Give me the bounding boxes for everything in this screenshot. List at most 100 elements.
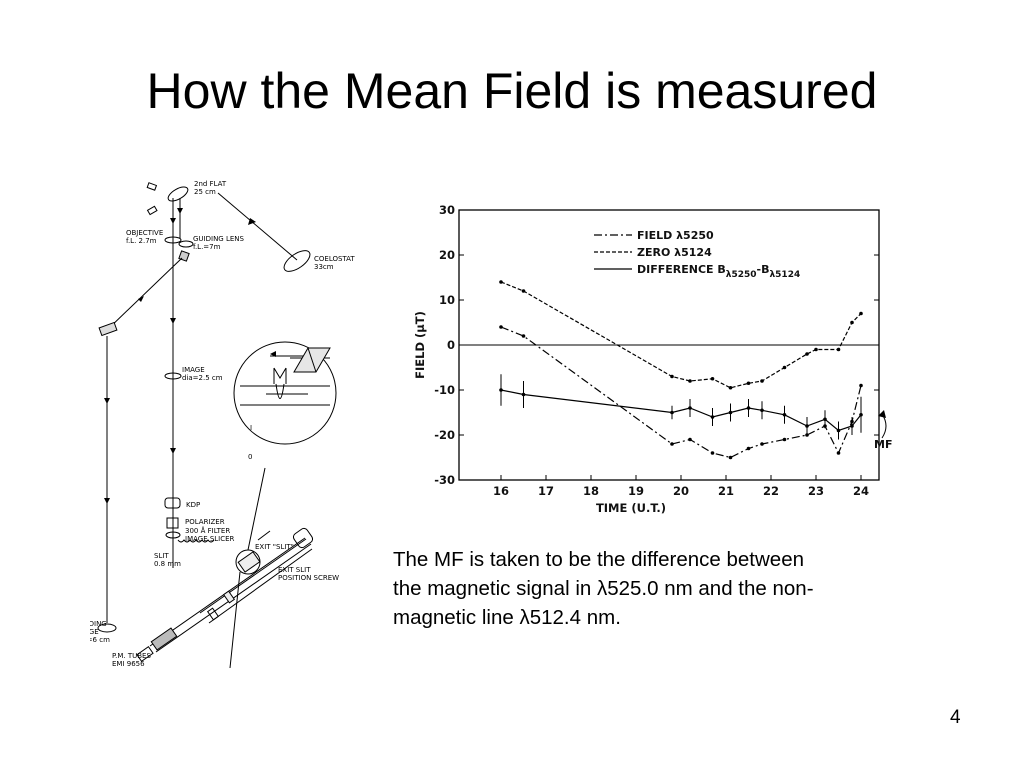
label-pm-tubes-model: EMI 9656	[112, 660, 145, 668]
x-tick-label: 24	[853, 484, 869, 498]
data-point	[760, 379, 764, 383]
data-point	[728, 455, 733, 460]
guiding-lens	[178, 240, 194, 248]
data-point	[499, 280, 503, 284]
legend-label-field: FIELD λ5250	[637, 229, 714, 242]
data-point	[670, 442, 674, 446]
data-point	[688, 379, 692, 383]
label-inset-0: 0	[248, 453, 252, 461]
data-point	[670, 374, 674, 379]
label-coelostat: COELOSTAT	[314, 255, 355, 263]
polarizer	[166, 517, 179, 529]
caption-line-2: the magnetic signal in λ525.0 nm and the…	[393, 577, 814, 600]
legend-label-difference: DIFFERENCE Bλ5250-Bλ5124	[637, 263, 800, 280]
x-tick-label: 22	[763, 484, 779, 498]
data-point	[782, 437, 787, 442]
data-point	[499, 325, 503, 329]
data-point	[859, 311, 863, 316]
page-number: 4	[950, 707, 961, 728]
second-flat-mirror	[167, 186, 189, 202]
label-2nd-flat: 2nd FLAT	[194, 180, 227, 188]
kdp-cell	[164, 497, 181, 509]
data-point	[688, 437, 692, 442]
label-coelostat-size: 33cm	[314, 263, 334, 271]
data-point	[710, 376, 715, 381]
legend-difference-sub1: λ5250	[726, 270, 757, 280]
data-point	[746, 446, 751, 451]
x-tick-label: 21	[718, 484, 734, 498]
data-point	[746, 381, 751, 386]
data-point	[836, 347, 841, 352]
y-tick-label: 10	[439, 293, 455, 307]
series-line-0	[500, 326, 862, 459]
data-point	[521, 334, 526, 338]
objective-lens	[164, 236, 182, 244]
legend-label-zero: ZERO λ5124	[637, 246, 712, 259]
label-exit-slit-screw: EXIT SLIT	[278, 566, 311, 574]
label-filter: 300 Å FILTER	[185, 526, 230, 535]
x-axis-label: TIME (U.T.)	[596, 501, 666, 515]
x-tick-label: 19	[628, 484, 644, 498]
caption-line-1: The MF is taken to be the difference bet…	[393, 548, 805, 571]
data-point	[728, 385, 733, 390]
label-slit-width: 0.8 mm	[154, 560, 181, 568]
label-2nd-flat-size: 25 cm	[194, 188, 216, 196]
y-tick-label: 20	[439, 248, 455, 262]
data-point	[760, 442, 764, 446]
legend-difference-prefix: DIFFERENCE B	[637, 263, 726, 276]
x-tick-label: 18	[583, 484, 599, 498]
x-tick-label: 16	[493, 484, 509, 498]
y-tick-label: -10	[434, 383, 455, 397]
label-inset-1: I	[250, 424, 252, 432]
coelostat-mirror	[283, 250, 311, 272]
y-axis-label: FIELD (μT)	[413, 311, 427, 379]
label-kdp: KDP	[186, 501, 200, 509]
series-line-1	[500, 281, 862, 389]
label-guiding-lens: GUIDING LENS	[193, 235, 245, 243]
image-slicer	[177, 539, 215, 543]
x-tick-label: 20	[673, 484, 689, 498]
label-exit-slit: EXIT "SLIT"	[255, 543, 294, 551]
label-image-slicer: IMAGE SLICER	[185, 535, 235, 543]
slide-title: How the Mean Field is measured	[146, 63, 878, 119]
slide-caption: The MF is taken to be the difference bet…	[393, 545, 933, 632]
detail-inset	[233, 341, 337, 445]
pm-tubes	[150, 627, 178, 651]
label-slit: SLIT	[154, 552, 169, 560]
label-guiding-image-dia: dia=6 cm	[90, 636, 110, 644]
label-image: IMAGE	[182, 366, 205, 374]
y-tick-label: 0	[447, 338, 455, 352]
series-line-2	[500, 389, 862, 432]
legend-difference-sub2: λ5124	[769, 270, 800, 280]
guiding-image-disk	[97, 623, 117, 633]
x-tick-label: 23	[808, 484, 824, 498]
label-guiding-lens-fl: f.L.=7m	[193, 243, 221, 251]
data-point	[836, 451, 841, 455]
filter	[165, 531, 181, 539]
label-polarizer: POLARIZER	[185, 518, 225, 526]
mf-annotation: MF	[874, 438, 892, 451]
data-point	[782, 365, 787, 370]
caption-line-3: magnetic line λ512.4 nm.	[393, 606, 621, 629]
optical-apparatus-diagram: 2nd FLAT 25 cm OBJECTIVE f.L. 2.7m GUIDI…	[90, 180, 355, 669]
y-tick-label: -20	[434, 428, 455, 442]
label-image-dia: dia=2.5 cm	[182, 374, 223, 382]
x-tick-label: 17	[538, 484, 554, 498]
y-tick-label: 30	[439, 203, 455, 217]
label-objective-fl: f.L. 2.7m	[126, 237, 157, 245]
image-plane	[164, 372, 182, 380]
y-tick-label: -30	[434, 473, 455, 487]
data-point	[814, 347, 818, 352]
data-point	[710, 451, 715, 455]
data-point	[521, 289, 526, 293]
label-pm-tubes: P.M. TUBES	[112, 652, 151, 660]
data-point	[859, 383, 863, 388]
label-objective: OBJECTIVE	[126, 229, 163, 237]
label-guiding-image: GUIDING	[90, 620, 107, 628]
data-point	[805, 352, 809, 356]
legend-difference-mid: -B	[757, 263, 770, 276]
beam-coelostat	[217, 192, 298, 261]
side-mirror	[98, 321, 118, 337]
data-point	[850, 320, 854, 325]
mean-field-chart: 30 20 10 0 -10 -20 -30 16 17 18 19 20 21 22 23 24 TIME …	[413, 203, 892, 515]
